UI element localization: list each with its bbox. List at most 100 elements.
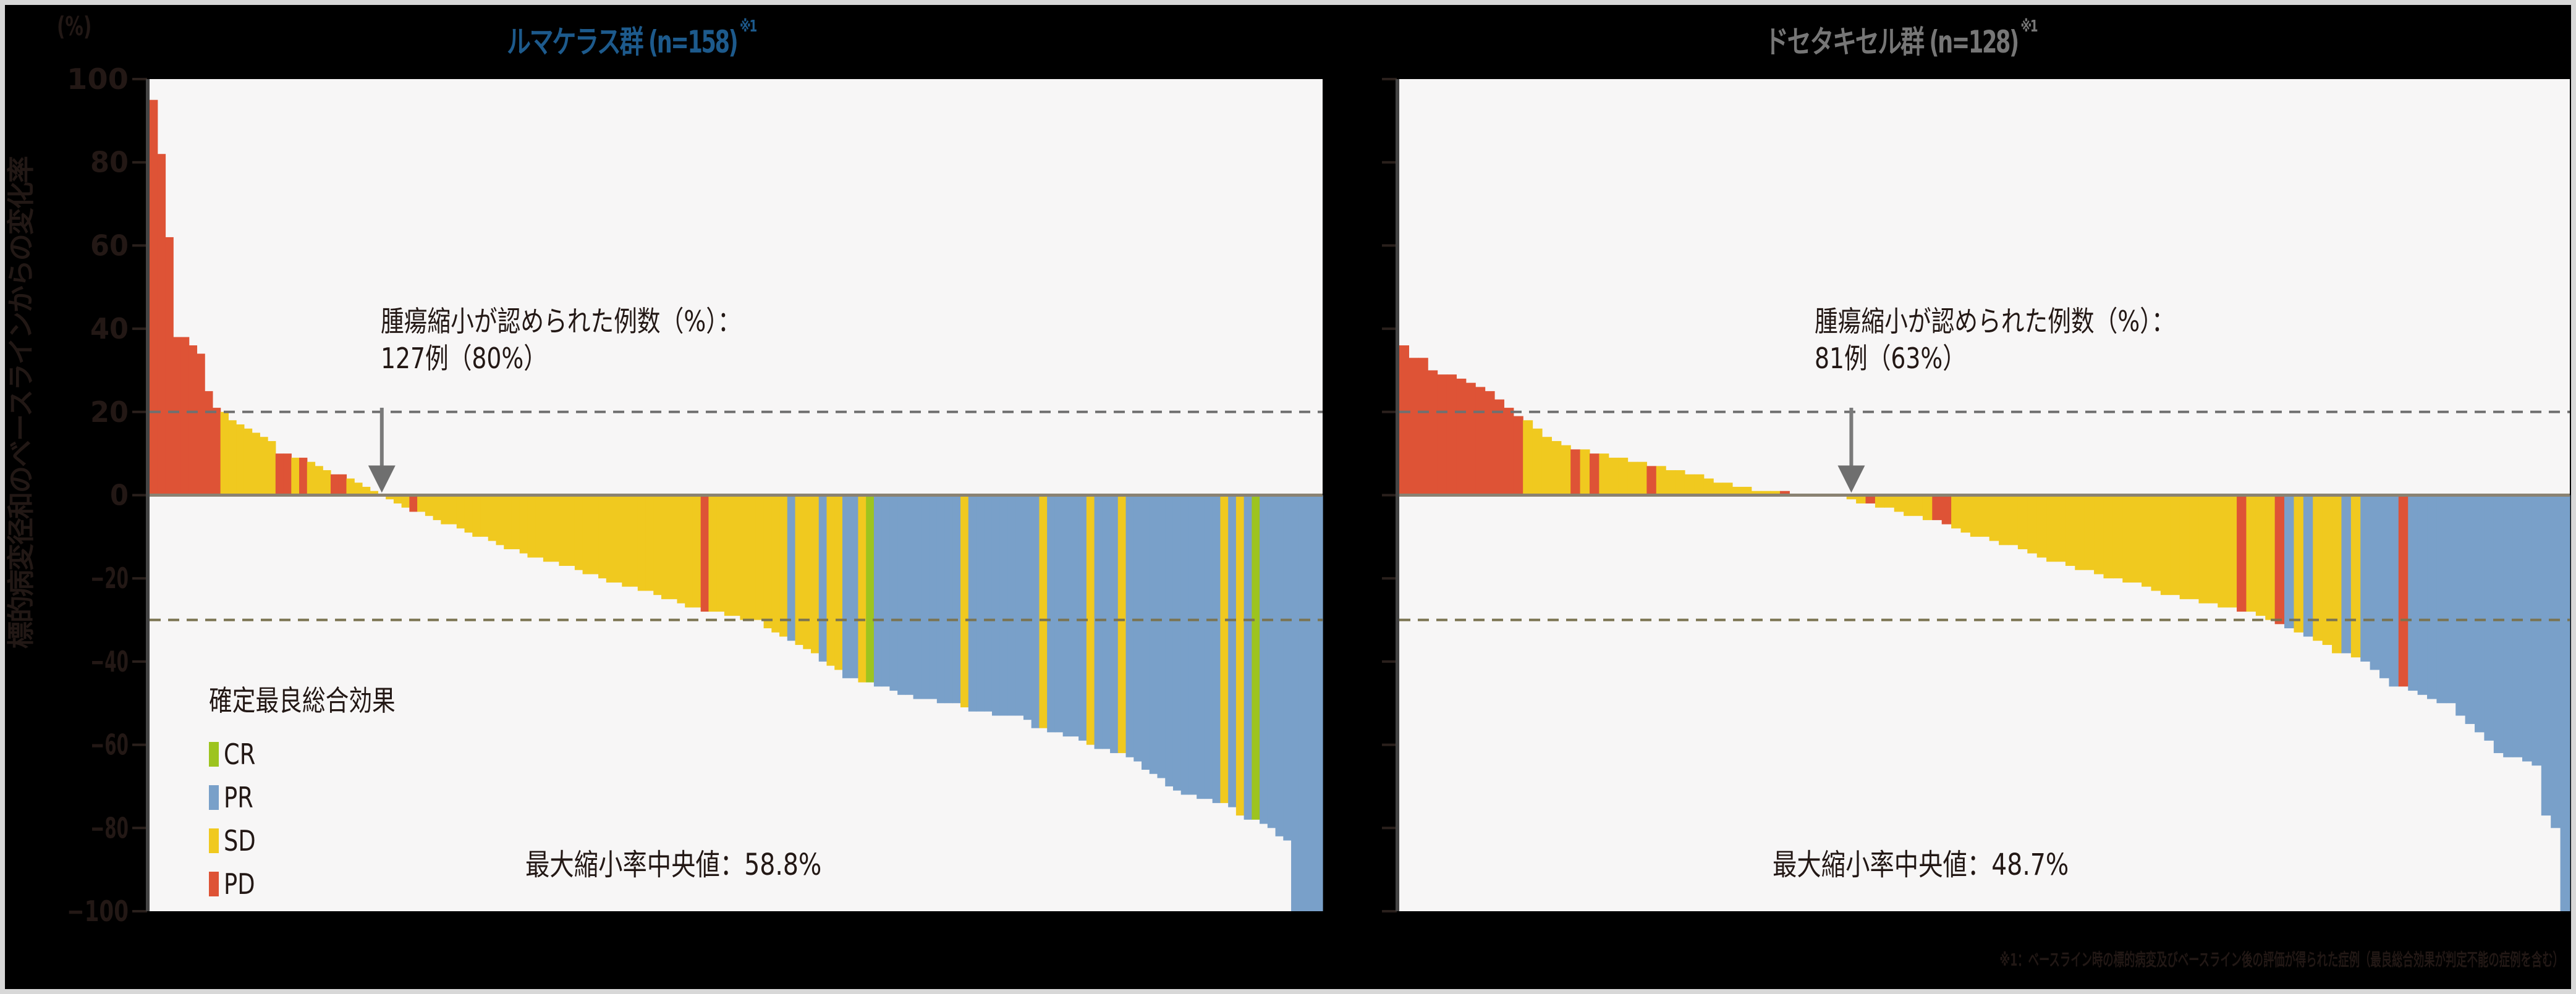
bar-pr — [2341, 495, 2352, 654]
bar-pr — [1307, 495, 1315, 911]
bar-sd — [2084, 495, 2095, 570]
bar-pr — [850, 495, 859, 678]
bar-pd — [1513, 416, 1523, 495]
bar-sd — [260, 437, 268, 495]
bar-sd — [488, 495, 497, 541]
bar-sd — [2294, 495, 2304, 633]
legend-title: 確定最良総合効果 — [209, 684, 396, 717]
pr-swatch-icon — [209, 785, 219, 810]
waterfall-plot-docetaxel — [1396, 79, 2570, 911]
bar-sd — [268, 440, 276, 495]
y-tick-label: −40 — [90, 645, 129, 678]
bar-pr — [1212, 495, 1221, 803]
y-tick-label: 20 — [90, 395, 129, 429]
panel-title-docetaxel: ドセタキセル群 (n=128) ※1 — [1765, 17, 2038, 62]
bar-sd — [567, 495, 575, 566]
bar-sd — [2227, 495, 2237, 608]
bar-pd — [275, 453, 284, 495]
legend-label: SD — [224, 824, 256, 857]
bar-pr — [1283, 495, 1292, 841]
bar-pr — [1299, 495, 1308, 911]
bar-sd — [1039, 495, 1048, 728]
bar-sd — [244, 428, 253, 495]
bar-sd — [2313, 495, 2323, 641]
bar-sd — [653, 495, 662, 596]
bar-pr — [968, 495, 977, 712]
bar-pr — [1023, 495, 1032, 720]
legend: 確定最良総合効果 CR PR SD PD — [209, 678, 436, 906]
bar-pr — [1094, 495, 1103, 749]
bar-sd — [511, 495, 520, 550]
bar-pr — [976, 495, 985, 712]
bar-sd — [1884, 495, 1895, 508]
y-tick-label: −100 — [67, 895, 129, 928]
bar-sd — [1618, 457, 1629, 495]
bar-sd — [2151, 495, 2161, 591]
bar-pr — [2417, 495, 2428, 695]
bar-sd — [858, 495, 866, 683]
bar-pd — [1570, 449, 1581, 495]
legend-label: PD — [224, 867, 255, 901]
bar-sd — [2065, 495, 2075, 566]
bar-sd — [598, 495, 607, 579]
bar-pr — [913, 495, 922, 699]
annotation-line: 腫瘍縮小が認められた例数（%）： — [381, 305, 741, 338]
bar-sd — [1551, 440, 1562, 495]
bar-sd — [1922, 495, 1933, 520]
bar-pr — [873, 495, 883, 687]
bar-sd — [559, 495, 567, 566]
bar-pd — [1646, 466, 1657, 495]
bar-pr — [1125, 495, 1134, 757]
bar-sd — [2132, 495, 2142, 583]
bar-sd — [637, 495, 646, 591]
bar-sd — [606, 495, 615, 583]
bar-sd — [2103, 495, 2114, 579]
bar-sd — [1627, 461, 1638, 495]
bar-pr — [1188, 495, 1197, 795]
bar-pr — [1197, 495, 1205, 799]
bar-sd — [441, 495, 449, 524]
bar-sd — [1220, 495, 1229, 803]
bar-sd — [661, 495, 670, 599]
footnote: ※1：ベースライン時の標的病変及びベースライン後の評価が得られた症例（最良総合効… — [1999, 950, 2564, 970]
bar-sd — [779, 495, 788, 637]
bar-pd — [1428, 370, 1438, 495]
sd-swatch-icon — [209, 828, 219, 853]
bar-pd — [2274, 495, 2285, 625]
bar-sd — [2208, 495, 2218, 604]
bar-sd — [323, 470, 331, 495]
bar-pd — [189, 345, 198, 495]
bar-pd — [299, 457, 308, 495]
bar-sd — [2094, 495, 2104, 575]
bar-sd — [315, 466, 323, 495]
bar-pr — [787, 495, 796, 641]
bar-pr — [2436, 495, 2447, 704]
bar-sd — [1599, 453, 1609, 495]
bar-sd — [590, 495, 599, 575]
bar-sd — [370, 491, 379, 495]
bar-pr — [2379, 495, 2390, 678]
bar-pr — [2427, 495, 2438, 699]
y-axis-unit: (%) — [57, 11, 92, 41]
bar-sd — [307, 461, 316, 495]
bar-sd — [2246, 495, 2256, 612]
bar-sd — [692, 495, 701, 608]
bar-sd — [1989, 495, 1999, 541]
footnote-marker: ※1 — [2020, 17, 2038, 36]
bar-pd — [409, 495, 418, 512]
bar-sd — [236, 424, 245, 495]
bar-pr — [999, 495, 1009, 716]
bar-pr — [897, 495, 906, 695]
bar-sd — [1913, 495, 1923, 516]
bar-pd — [165, 237, 174, 495]
bar-sd — [1960, 495, 1971, 533]
bar-pr — [1260, 495, 1268, 824]
bar-pd — [2237, 495, 2247, 612]
legend-item-cr: CR — [209, 733, 436, 776]
bar-sd — [346, 478, 355, 495]
bar-pr — [1157, 495, 1166, 778]
bar-pr — [889, 495, 898, 691]
bar-sd — [708, 495, 717, 612]
bar-pd — [173, 337, 182, 495]
bar-sd — [1580, 449, 1590, 495]
